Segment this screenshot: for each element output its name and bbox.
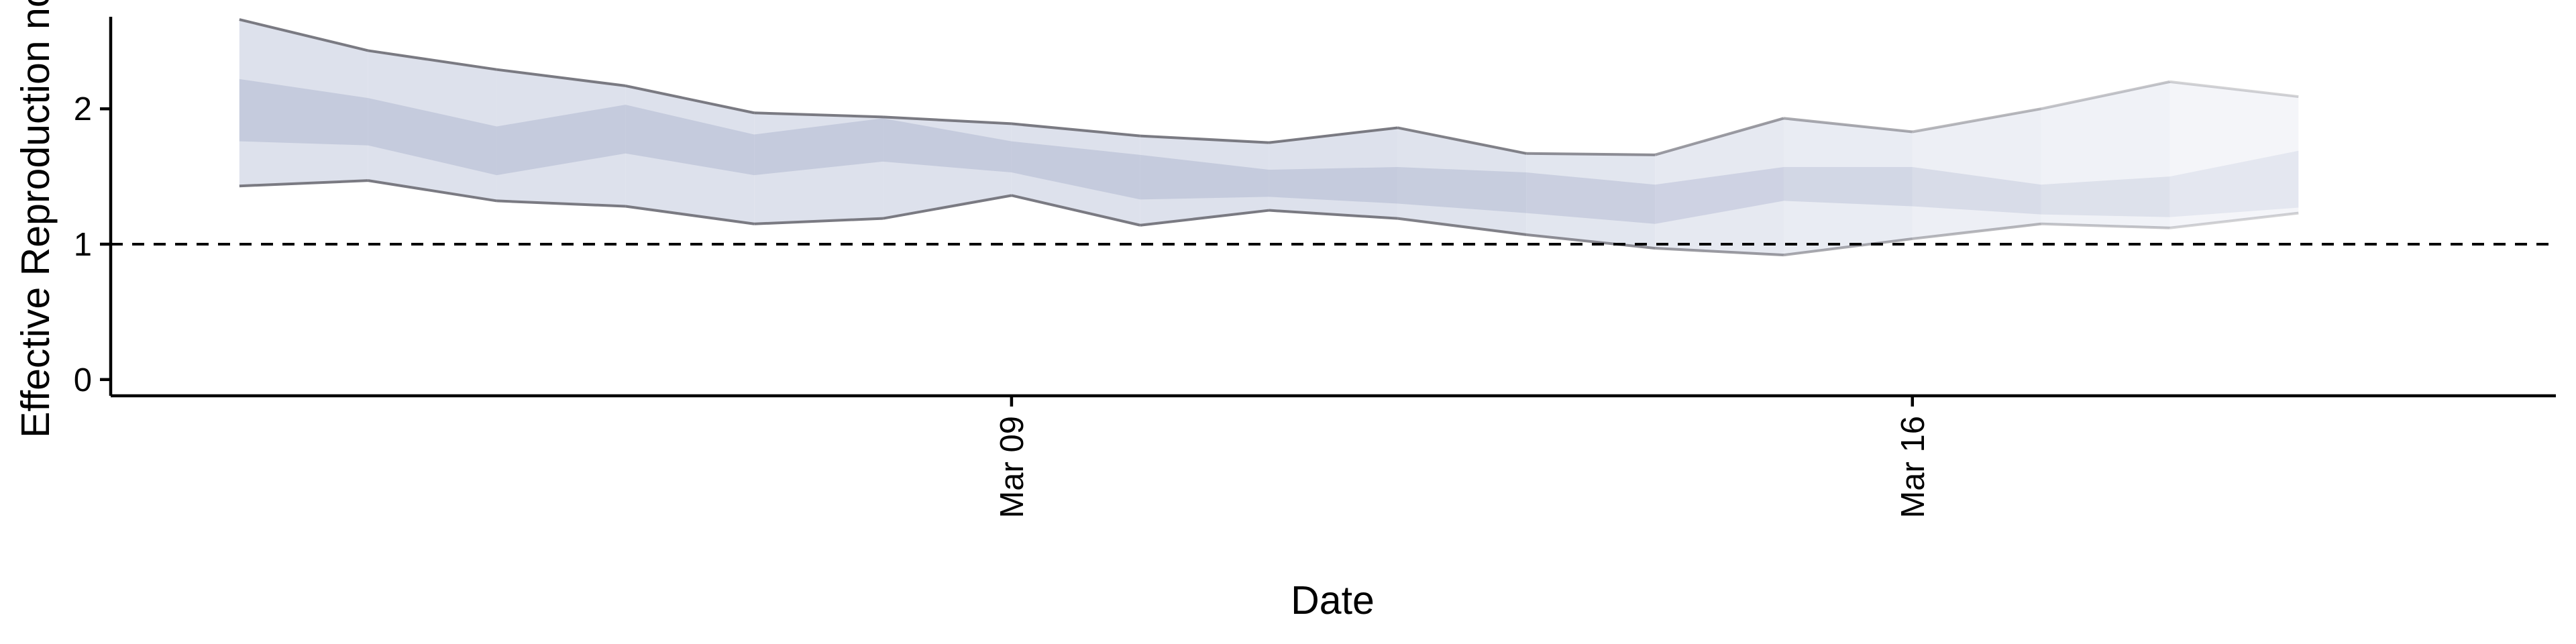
y-axis-ticks: 0 1 2 bbox=[74, 91, 111, 398]
outer-band-lower-line bbox=[239, 179, 368, 188]
outer-band-lower-line bbox=[754, 217, 883, 225]
outer-band-upper-line bbox=[2169, 80, 2299, 99]
inner-band-segment bbox=[1655, 166, 1784, 224]
outer-band-upper-line bbox=[1654, 117, 1784, 156]
inner-band-segment bbox=[2169, 150, 2299, 217]
outer-band-upper-line bbox=[754, 111, 883, 119]
outer-band-upper-line bbox=[882, 115, 1012, 125]
inner-band-segment bbox=[496, 105, 626, 176]
inner-band-segment bbox=[1011, 141, 1140, 200]
outer-band-lower-line bbox=[1140, 209, 1269, 227]
outer-band-upper-line bbox=[1397, 126, 1527, 155]
inner-band-segment bbox=[2041, 176, 2170, 217]
inner-band-segment bbox=[1269, 166, 1398, 204]
outer-band-lower-line bbox=[1655, 247, 1784, 257]
inner-band-segment bbox=[1140, 154, 1269, 200]
outer-band-lower-line bbox=[368, 179, 497, 203]
x-axis-title: Date bbox=[1291, 578, 1375, 623]
outer-band-upper-line bbox=[2041, 80, 2170, 111]
outer-band-upper-line bbox=[1526, 152, 1656, 156]
inner-band-segment bbox=[1526, 172, 1656, 224]
inner-band-segment bbox=[754, 118, 883, 176]
outer-band-lower-line bbox=[1783, 237, 1913, 257]
outer-band-upper-line bbox=[239, 18, 369, 52]
outer-band-upper-line bbox=[1269, 126, 1398, 144]
outer-band-lower-line bbox=[1526, 233, 1656, 250]
plot-area bbox=[239, 18, 2299, 257]
y-tick-label: 2 bbox=[74, 91, 92, 127]
outer-band-lower-line bbox=[1397, 217, 1527, 236]
axes bbox=[109, 17, 2556, 398]
outer-band-segment bbox=[2041, 81, 2170, 228]
inner-band-segment bbox=[239, 78, 368, 146]
inner-band-segment bbox=[368, 98, 497, 176]
outer-band-upper-line bbox=[1912, 107, 2041, 133]
inner-band-segment bbox=[625, 105, 755, 176]
outer-band-lower-line bbox=[2169, 211, 2299, 229]
outer-band-lower-line bbox=[1912, 222, 2041, 240]
y-tick-label: 1 bbox=[74, 227, 92, 263]
outer-band-upper-line bbox=[1783, 117, 1913, 133]
x-tick-label: Mar 16 bbox=[1895, 416, 1931, 519]
outer-band-upper-line bbox=[625, 84, 755, 115]
inner-band-segment bbox=[1397, 166, 1527, 213]
outer-band-lower-line bbox=[625, 205, 755, 225]
outer-band-upper-line bbox=[368, 49, 497, 71]
y-tick-label: 0 bbox=[74, 362, 92, 398]
outer-band-lower-line bbox=[1011, 194, 1141, 227]
outer-band-lower-line bbox=[1269, 209, 1398, 220]
outer-band-lower-line bbox=[496, 199, 626, 208]
outer-band-lower-line bbox=[882, 194, 1012, 220]
inner-band-segment bbox=[1912, 166, 2041, 215]
outer-band-upper-line bbox=[1011, 122, 1140, 138]
outer-band-upper-line bbox=[1140, 134, 1269, 144]
y-axis-title: Effective Reproduction no. bbox=[13, 0, 58, 438]
inner-band-segment bbox=[883, 118, 1012, 173]
outer-band-segment bbox=[2169, 81, 2299, 228]
x-axis-ticks: Mar 09 Mar 16 bbox=[994, 396, 1931, 519]
inner-band-segment bbox=[1783, 166, 1913, 207]
x-tick-label: Mar 09 bbox=[994, 416, 1030, 519]
outer-band-lower-line bbox=[2041, 222, 2170, 229]
outer-band-upper-line bbox=[496, 68, 626, 87]
